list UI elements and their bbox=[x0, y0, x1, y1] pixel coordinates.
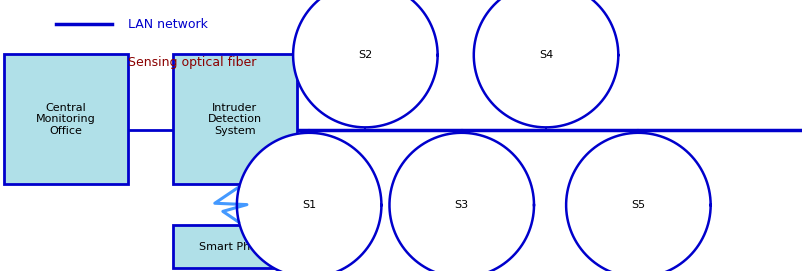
FancyBboxPatch shape bbox=[172, 54, 297, 184]
Text: LAN network: LAN network bbox=[128, 18, 208, 31]
Text: Intruder
Detection
System: Intruder Detection System bbox=[208, 103, 261, 136]
Polygon shape bbox=[473, 0, 618, 127]
Text: Central
Monitoring
Office: Central Monitoring Office bbox=[36, 103, 96, 136]
Text: S5: S5 bbox=[630, 200, 645, 210]
FancyBboxPatch shape bbox=[172, 225, 297, 268]
Polygon shape bbox=[293, 0, 437, 127]
Polygon shape bbox=[237, 133, 381, 271]
FancyBboxPatch shape bbox=[4, 54, 128, 184]
Polygon shape bbox=[389, 133, 533, 271]
Text: Sensing optical fiber: Sensing optical fiber bbox=[128, 56, 257, 69]
Polygon shape bbox=[565, 133, 710, 271]
Text: S1: S1 bbox=[302, 200, 316, 210]
Text: S2: S2 bbox=[358, 50, 372, 60]
Text: Smart Phone: Smart Phone bbox=[199, 242, 270, 251]
Text: S4: S4 bbox=[538, 50, 553, 60]
Text: S3: S3 bbox=[454, 200, 468, 210]
